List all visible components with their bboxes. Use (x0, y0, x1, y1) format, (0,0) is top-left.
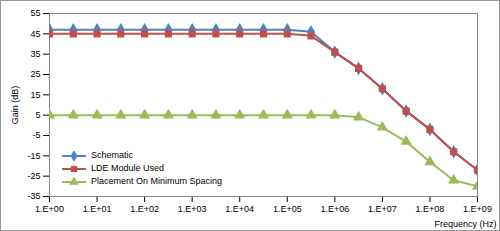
svg-text:-25: -25 (27, 171, 40, 181)
html-text:Placement On Minimum Spacing: Placement On Minimum Spacing (91, 176, 223, 186)
svg-text:1.E+01: 1.E+01 (83, 204, 112, 214)
svg-text:1.E+03: 1.E+03 (178, 204, 207, 214)
svg-text:1.E+09: 1.E+09 (463, 204, 492, 214)
svg-text:15: 15 (30, 90, 40, 100)
svg-text:5: 5 (35, 110, 40, 120)
svg-text:1.E+02: 1.E+02 (130, 204, 159, 214)
svg-text:45: 45 (30, 29, 40, 39)
svg-text:Frequency (Hz): Frequency (Hz) (434, 219, 496, 229)
svg-text:1.E+00: 1.E+00 (35, 204, 64, 214)
svg-text:Gain (dB): Gain (dB) (10, 86, 20, 125)
html-text:LDE Module Used: LDE Module Used (91, 163, 164, 173)
svg-text:35: 35 (30, 49, 40, 59)
svg-text:1.E+05: 1.E+05 (273, 204, 302, 214)
svg-text:1.E+06: 1.E+06 (320, 204, 349, 214)
svg-text:55: 55 (30, 8, 40, 18)
html-text:Schematic: Schematic (91, 150, 133, 160)
svg-text:-15: -15 (27, 151, 40, 161)
svg-text:1.E+04: 1.E+04 (225, 204, 254, 214)
svg-text:1.E+08: 1.E+08 (416, 204, 445, 214)
svg-text:-5: -5 (32, 130, 40, 140)
svg-text:25: 25 (30, 69, 40, 79)
svg-text:1.E+07: 1.E+07 (368, 204, 397, 214)
svg-text:-35: -35 (27, 191, 40, 201)
